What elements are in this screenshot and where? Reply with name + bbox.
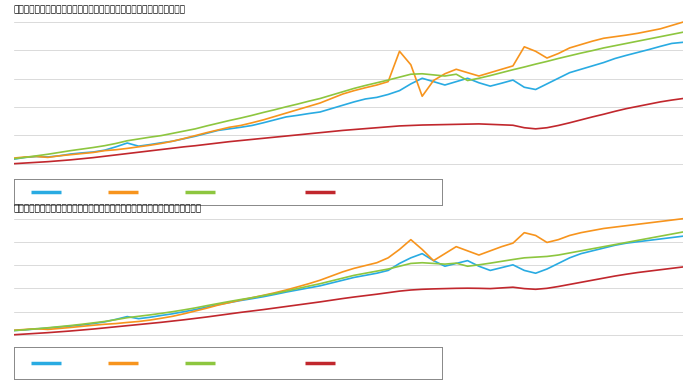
Text: 不動産価格指数（商業用不動産・総合／用途地域別・季節調整値）三大都市圈: 不動産価格指数（商業用不動産・総合／用途地域別・季節調整値）三大都市圈 [14, 205, 202, 214]
Text: 不動産価格指数（商業用不動産・総合／用途地域別・季節調整値）全国: 不動産価格指数（商業用不動産・総合／用途地域別・季節調整値）全国 [14, 5, 186, 15]
